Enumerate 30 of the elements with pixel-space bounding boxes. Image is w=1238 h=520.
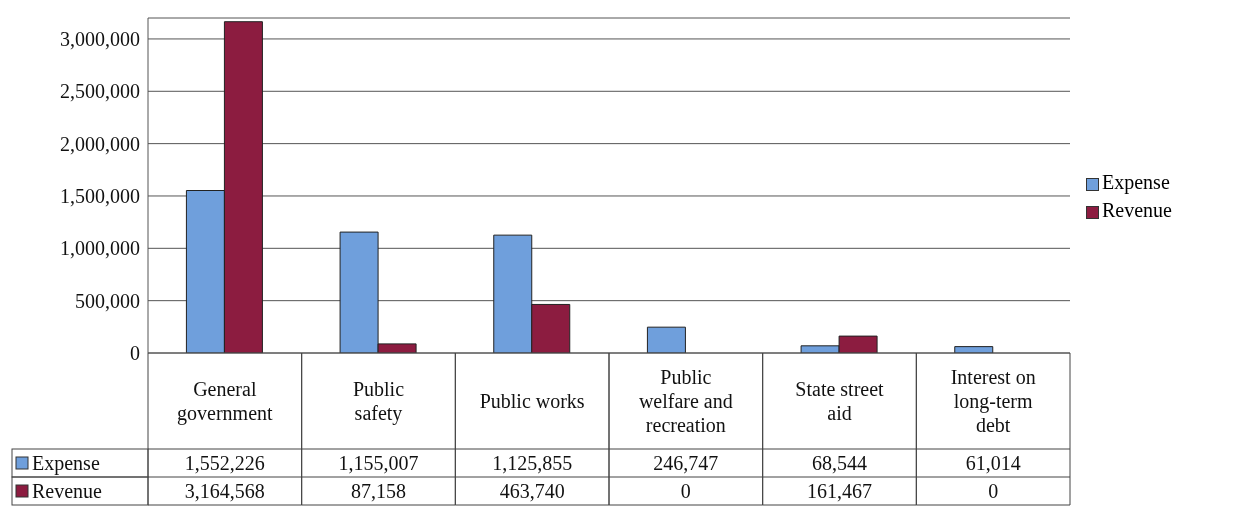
y-tick-label: 2,000,000	[60, 132, 140, 155]
data-label: 1,125,855	[492, 452, 573, 474]
data-label: 0	[988, 480, 999, 502]
data-label: 1,155,007	[338, 452, 419, 474]
data-label: 3,164,568	[184, 480, 265, 502]
data-label: 463,740	[499, 480, 565, 502]
data-label: 87,158	[351, 480, 406, 502]
legend-label: Revenue	[32, 480, 103, 502]
y-tick-label: 0	[130, 342, 140, 365]
y-tick-label: 1,500,000	[60, 185, 140, 208]
data-label: 0	[680, 480, 691, 502]
y-tick-label: 1,000,000	[60, 237, 140, 260]
bar	[646, 326, 686, 353]
data-label: 1,552,226	[184, 452, 265, 474]
x-tick-label: Public works	[479, 390, 585, 412]
y-tick-label: 3,000,000	[60, 28, 140, 51]
x-tick-label: Public safety	[352, 378, 405, 425]
y-tick-label: 2,500,000	[60, 80, 140, 103]
data-label: 68,544	[812, 452, 867, 474]
x-tick-label: State street aid	[795, 378, 885, 424]
data-label: 246,747	[653, 452, 719, 474]
text: Expense	[32, 452, 100, 474]
x-tick-label: General government	[177, 378, 274, 425]
x-tick-label: Interest on long-term debt	[950, 366, 1036, 436]
data-label: 161,467	[807, 480, 872, 502]
text: Revenue	[1102, 199, 1172, 221]
legend-label: Expense	[1101, 170, 1171, 196]
y-tick-label: 500,000	[75, 289, 140, 312]
x-tick-label: Public welfare and recreation	[638, 366, 733, 436]
data-label: 61,014	[965, 452, 1021, 474]
